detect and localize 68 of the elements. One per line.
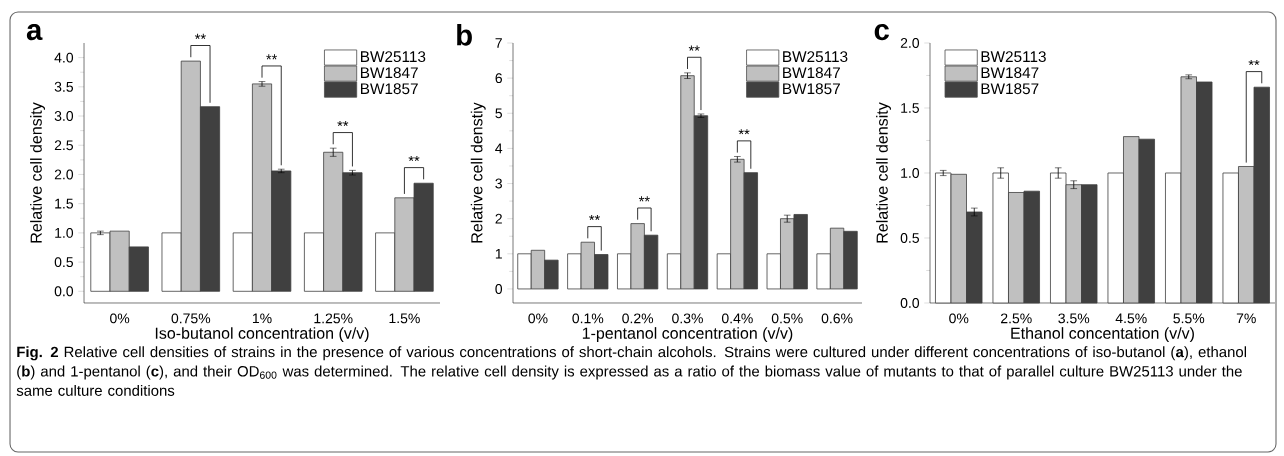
y-tick-label: 2.0 [900,38,920,48]
y-tick-label: 2.5 [54,140,74,151]
x-tick-label: 1.25% [314,313,353,324]
x-tick-label: 3.5% [1058,313,1090,324]
annotation: ** [337,120,349,127]
y-tick-label: 6 [495,73,502,84]
legend-label: BW1857 [783,83,840,95]
y-tick-label: 7 [495,38,502,48]
y-axis-title: Relative cell density [30,102,46,243]
annotation: ** [589,214,600,221]
y-tick-label: 3.5 [54,81,74,92]
chart-title: c [874,24,889,41]
x-tick-label: 0% [110,313,130,324]
legend-label: BW25113 [783,51,848,63]
legend-label: BW1847 [361,67,418,79]
x-tick-label: 5.5% [1173,313,1205,324]
annotation: ** [688,45,700,51]
x-tick-label: 0.3% [672,313,703,324]
y-tick-label: 0.0 [54,286,74,297]
x-tick-label: 0.6% [821,313,853,324]
y-tick-label: 3.0 [54,111,74,121]
text: Fig. 2 Relative cell densities of strains in the presence of various concentrations of short-chain alcohols. Strains were cultured under different concentrations of iso-butanol (a), ethanol (b) and 1-pentanol (c), and their OD$_{600}$ was determined. The relative cell density is expressed as a ratio of the biomass value of mutants to that of parallel culture BW25113 under the same culture conditions [16,346,1247,396]
x-tick-label: 0% [949,313,969,324]
x-tick-label: 4.5% [1115,313,1147,324]
y-tick-label: 3 [495,178,502,189]
y-tick-label: 1.0 [901,168,920,178]
x-tick-label: 1% [252,313,272,324]
x-tick-label: 0.5% [771,313,803,324]
annotation: ** [738,129,750,135]
y-tick-label: 0.5 [54,257,74,268]
x-tick-label: 0.4% [721,313,753,324]
x-axis-title: 1-pentanol concentration (v/v) [582,327,793,343]
legend-label: BW25113 [981,51,1046,63]
legend-label: BW1857 [361,83,418,95]
legend-label: BW1857 [981,83,1039,95]
y-tick-label: 5 [495,108,503,119]
x-tick-label: 0.2% [622,313,654,324]
y-tick-label: 1.5 [901,103,920,113]
x-axis-title: Ethanol concentation (v/v) [1011,327,1194,343]
annotation: ** [1248,59,1260,66]
chart-title: b [457,24,472,46]
y-tick-label: 4.0 [54,52,74,63]
x-tick-label: 0% [528,313,548,324]
y-tick-label: 4 [495,143,503,154]
annotation: ** [638,196,650,202]
x-tick-label: 0.75% [171,313,211,324]
y-axis-title: Relative cell denstiy [470,102,486,243]
chart-title: a [26,24,43,41]
x-tick-label: 7% [1236,313,1256,324]
annotation: ** [408,155,420,162]
x-tick-label: 1.5% [389,313,420,324]
y-tick-label: 0.5 [900,233,920,243]
y-axis-title: Relative cell density [876,102,891,243]
y-tick-label: 1.5 [55,198,74,209]
x-tick-label: 2.5% [1001,313,1032,324]
y-tick-label: 0.0 [900,298,920,308]
legend-label: BW1847 [981,67,1039,79]
y-tick-label: 1 [495,249,502,259]
y-tick-label: 2.0 [54,169,74,180]
annotation: ** [266,54,278,60]
y-tick-label: 0 [495,283,503,294]
annotation: ** [194,33,206,39]
y-tick-label: 1.0 [55,227,74,238]
legend-label: BW1847 [783,67,840,79]
y-tick-label: 2 [495,213,502,224]
x-axis-title: Iso-butanol concentration (v/v) [155,327,369,343]
legend-label: BW25113 [361,51,426,63]
x-tick-label: 0.1% [572,313,604,324]
